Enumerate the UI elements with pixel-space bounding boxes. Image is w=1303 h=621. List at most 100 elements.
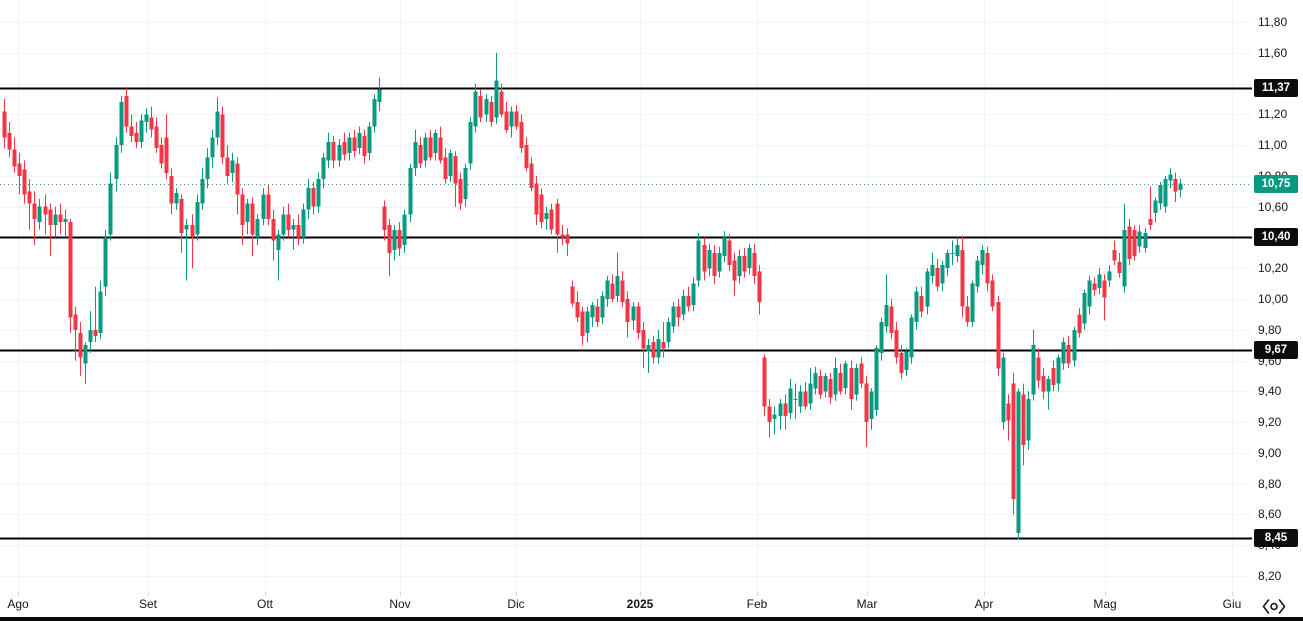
candle-down[interactable]	[1021, 394, 1026, 446]
candle-down[interactable]	[271, 219, 276, 241]
candle-up[interactable]	[585, 311, 590, 333]
candle-up[interactable]	[737, 255, 742, 276]
candle-down[interactable]	[129, 126, 134, 136]
candle-down[interactable]	[250, 203, 255, 235]
candle-up[interactable]	[423, 137, 428, 161]
candle-up[interactable]	[600, 295, 605, 318]
candle-up[interactable]	[245, 203, 250, 223]
candle-down[interactable]	[919, 295, 924, 312]
candle-down[interactable]	[549, 209, 554, 230]
candle-up[interactable]	[306, 188, 311, 210]
candle-down[interactable]	[438, 137, 443, 161]
candle-down[interactable]	[529, 163, 534, 189]
candle-up[interactable]	[63, 219, 68, 223]
candle-up[interactable]	[184, 225, 189, 230]
candle-up[interactable]	[813, 372, 818, 389]
candle-down[interactable]	[1117, 262, 1122, 273]
candle-down[interactable]	[965, 306, 970, 323]
candle-up[interactable]	[833, 368, 838, 395]
candle-down[interactable]	[286, 214, 291, 230]
candlestick-chart[interactable]	[0, 0, 1252, 592]
candle-down[interactable]	[1132, 229, 1137, 256]
level-price-badge[interactable]: 10,40	[1254, 228, 1298, 247]
candle-down[interactable]	[382, 206, 387, 230]
candle-up[interactable]	[869, 391, 874, 419]
candle-up[interactable]	[301, 209, 306, 238]
candle-up[interactable]	[656, 339, 661, 358]
price-axis[interactable]: 11,8011,6011,4011,2011,0010,8010,6010,40…	[1252, 0, 1303, 592]
candle-down[interactable]	[686, 295, 691, 307]
candle-up[interactable]	[798, 391, 803, 407]
candle-down[interactable]	[1112, 249, 1117, 261]
candle-up[interactable]	[925, 271, 930, 307]
candle-down[interactable]	[124, 95, 129, 127]
candle-down[interactable]	[458, 179, 463, 204]
candle-down[interactable]	[2, 111, 7, 138]
candle-up[interactable]	[747, 248, 752, 269]
candle-down[interactable]	[1051, 368, 1056, 386]
candle-down[interactable]	[418, 145, 423, 164]
candle-up[interactable]	[879, 322, 884, 353]
candle-up[interactable]	[980, 249, 985, 266]
candle-up[interactable]	[402, 214, 407, 246]
candle-up[interactable]	[707, 249, 712, 269]
candle-down[interactable]	[849, 368, 854, 399]
candle-up[interactable]	[615, 275, 620, 296]
candle-up[interactable]	[255, 219, 260, 238]
candle-down[interactable]	[1006, 403, 1011, 421]
candle-down[interactable]	[362, 135, 367, 156]
level-price-badge[interactable]: 11,37	[1254, 79, 1298, 98]
candle-up[interactable]	[671, 306, 676, 327]
candle-up[interactable]	[291, 225, 296, 230]
candle-up[interactable]	[788, 388, 793, 413]
candle-up[interactable]	[1143, 232, 1148, 249]
candle-down[interactable]	[864, 383, 869, 423]
candle-up[interactable]	[1072, 329, 1077, 361]
candle-up[interactable]	[1158, 185, 1163, 204]
candle-up[interactable]	[494, 80, 499, 118]
candle-up[interactable]	[590, 305, 595, 318]
candle-up[interactable]	[98, 291, 103, 333]
candle-up[interactable]	[484, 98, 489, 115]
candle-down[interactable]	[783, 403, 788, 416]
candle-up[interactable]	[950, 252, 955, 254]
candle-up[interactable]	[433, 132, 438, 153]
candle-down[interactable]	[828, 379, 833, 398]
candle-up[interactable]	[357, 132, 362, 149]
candle-up[interactable]	[975, 260, 980, 287]
candle-up[interactable]	[1178, 183, 1183, 190]
candle-up[interactable]	[509, 111, 514, 127]
candle-up[interactable]	[230, 160, 235, 173]
candle-down[interactable]	[134, 132, 139, 142]
candle-up[interactable]	[605, 280, 610, 300]
candle-up[interactable]	[930, 265, 935, 276]
candle-up[interactable]	[37, 206, 42, 223]
candle-down[interactable]	[575, 302, 580, 318]
candle-up[interactable]	[53, 214, 58, 226]
candle-up[interactable]	[940, 265, 945, 284]
candle-up[interactable]	[448, 152, 453, 176]
candle-down[interactable]	[311, 188, 316, 207]
candle-up[interactable]	[408, 168, 413, 215]
candle-down[interactable]	[1077, 314, 1082, 333]
candle-down[interactable]	[169, 175, 174, 204]
candle-down[interactable]	[22, 169, 27, 195]
candle-down[interactable]	[524, 145, 529, 169]
candle-up[interactable]	[691, 283, 696, 306]
candle-up[interactable]	[1153, 200, 1158, 213]
candle-up[interactable]	[1097, 274, 1102, 289]
candle-down[interactable]	[443, 157, 448, 179]
candle-up[interactable]	[276, 234, 281, 250]
candle-up[interactable]	[717, 252, 722, 272]
candle-up[interactable]	[646, 345, 651, 352]
candle-down[interactable]	[859, 363, 864, 384]
candle-down[interactable]	[565, 234, 570, 244]
candle-down[interactable]	[560, 234, 565, 238]
candle-up[interactable]	[316, 179, 321, 207]
candle-up[interactable]	[392, 229, 397, 250]
candle-down[interactable]	[27, 191, 32, 204]
candle-down[interactable]	[838, 372, 843, 392]
candle-up[interactable]	[83, 345, 88, 364]
candle-down[interactable]	[727, 240, 732, 266]
candle-up[interactable]	[914, 291, 919, 323]
